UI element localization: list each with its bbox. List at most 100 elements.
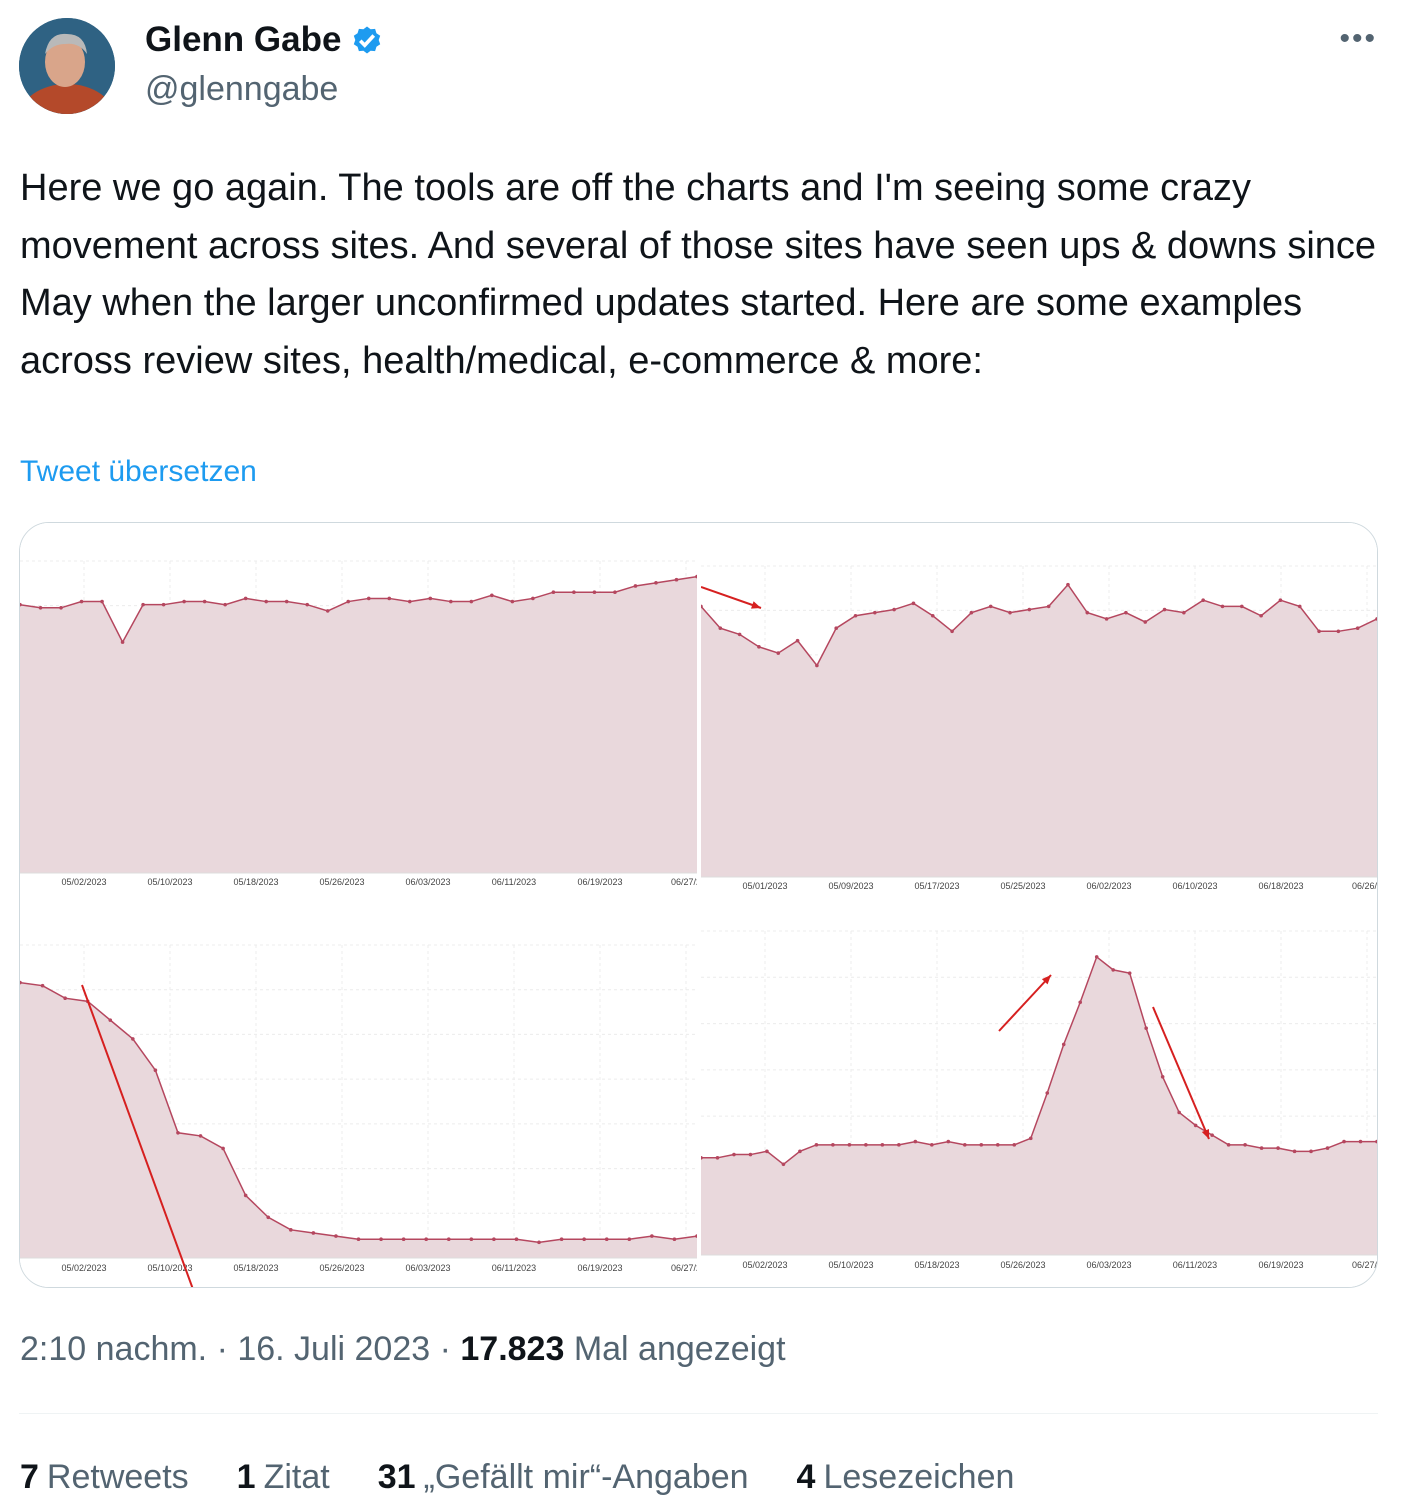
data-point — [880, 1143, 885, 1147]
data-point — [1297, 604, 1302, 609]
data-point — [715, 1156, 720, 1160]
series-area — [701, 956, 1377, 1255]
annotation-arrow — [1152, 1006, 1210, 1140]
data-point — [223, 602, 227, 607]
x-tick-label: 05/17/2023 — [914, 881, 959, 891]
data-point — [424, 1237, 429, 1242]
x-tick-label: 06/27/2 — [1352, 1260, 1377, 1270]
series-area — [20, 576, 697, 873]
author-handle[interactable]: @glenngabe — [145, 70, 339, 108]
translate-link[interactable]: Tweet übersetzen — [20, 455, 257, 488]
data-point — [853, 613, 858, 618]
data-point — [1355, 626, 1360, 630]
tweet-stats: 7 Retweets 1 Zitat 31 „Gefällt mir“-Angaben… — [20, 1458, 1014, 1497]
data-point — [795, 638, 800, 643]
arrowhead-icon — [751, 601, 761, 609]
x-tick-label: 06/03/2023 — [1086, 1260, 1131, 1270]
x-tick-label: 05/09/2023 — [828, 881, 873, 891]
data-point — [1375, 1139, 1377, 1144]
data-point — [446, 1237, 451, 1242]
data-point — [757, 645, 761, 649]
data-point — [79, 599, 84, 604]
data-point — [911, 601, 916, 606]
data-point — [387, 596, 392, 601]
data-point — [401, 1237, 406, 1242]
data-point — [176, 1131, 180, 1135]
stat-retweets[interactable]: 7 Retweets — [20, 1458, 189, 1497]
chart-image-1[interactable]: 05/02/2023 05/10/2023 05/18/2023 05/26/2023… — [20, 523, 701, 913]
data-point — [627, 1237, 632, 1242]
data-point — [510, 599, 515, 604]
tweet-time[interactable]: 2:10 nachm. — [20, 1330, 208, 1368]
x-tick-label: 05/18/2023 — [233, 1263, 278, 1273]
data-point — [1259, 613, 1263, 618]
data-point — [40, 983, 45, 988]
data-point — [59, 606, 63, 610]
stat-label: „Gefällt mir“-Angaben — [423, 1458, 749, 1496]
data-point — [198, 1134, 203, 1138]
data-point — [674, 577, 679, 582]
data-point — [325, 609, 330, 613]
annotation-arrow — [81, 984, 194, 1287]
data-point — [1094, 955, 1099, 959]
stat-bookmarks[interactable]: 4 Lesezeichen — [797, 1458, 1015, 1497]
data-point — [572, 590, 576, 594]
stat-quotes[interactable]: 1 Zitat — [237, 1458, 330, 1497]
data-point — [305, 602, 310, 607]
data-point — [490, 593, 494, 598]
data-point — [243, 596, 248, 601]
data-point — [1292, 1149, 1297, 1154]
data-point — [221, 1146, 225, 1151]
data-point — [582, 1237, 586, 1242]
data-point — [930, 613, 935, 618]
x-tick-label: 06/02/2023 — [1086, 881, 1131, 891]
chart-image-4[interactable]: 05/02/2023 05/10/2023 05/18/2023 05/26/2023… — [699, 917, 1377, 1287]
x-tick-label: 05/25/2023 — [1000, 881, 1045, 891]
series-line — [20, 575, 698, 644]
data-point — [1259, 1146, 1264, 1150]
stat-likes[interactable]: 31 „Gefällt mir“-Angaben — [378, 1458, 749, 1497]
x-tick-label: 05/18/2023 — [233, 877, 278, 887]
author-name[interactable]: Glenn Gabe — [145, 20, 385, 60]
x-tick-label: 05/10/2023 — [828, 1260, 873, 1270]
data-point — [266, 1215, 271, 1220]
data-point — [748, 1152, 753, 1157]
author-name-text: Glenn Gabe — [145, 20, 342, 59]
data-point — [988, 604, 993, 609]
data-point — [1226, 1143, 1231, 1147]
data-point — [20, 602, 22, 607]
data-point — [1243, 1143, 1247, 1147]
data-point — [1358, 1139, 1363, 1144]
tweet-media[interactable]: 05/02/2023 05/10/2023 05/18/2023 05/26/2023… — [19, 522, 1378, 1288]
x-tick-label: 06/27/2 — [671, 877, 697, 887]
view-count: 17.823 — [460, 1330, 565, 1368]
data-point — [814, 1143, 819, 1147]
avatar[interactable] — [19, 18, 115, 114]
tweet-date[interactable]: 16. Juli 2023 — [237, 1330, 431, 1368]
x-tick-label: 06/26/2 — [1352, 881, 1377, 891]
data-point — [161, 602, 166, 607]
data-point — [289, 1228, 293, 1232]
data-point — [1342, 1139, 1346, 1144]
data-point — [765, 1149, 769, 1154]
data-point — [1045, 1091, 1050, 1095]
x-tick-label: 06/03/2023 — [405, 877, 450, 887]
x-tick-label: 06/03/2023 — [405, 1263, 450, 1273]
stat-label: Lesezeichen — [823, 1458, 1015, 1496]
data-point — [892, 607, 896, 612]
tweet-meta: 2:10 nachm. · 16. Juli 2023 · 17.823 Mal… — [20, 1330, 786, 1368]
more-horizontal-icon[interactable]: ••• — [1339, 22, 1377, 55]
data-point — [379, 1237, 383, 1242]
data-point — [366, 596, 371, 601]
chart-image-2[interactable]: 05/01/2023 05/09/2023 05/17/2023 05/25/2023… — [699, 523, 1377, 913]
data-point — [449, 599, 453, 604]
views-label: Mal angezeigt — [573, 1330, 786, 1368]
data-point — [831, 1143, 835, 1147]
data-point — [1085, 610, 1090, 615]
data-point — [1008, 610, 1012, 615]
x-tick-label: 06/11/2023 — [492, 1263, 536, 1273]
data-point — [334, 1234, 338, 1238]
x-tick-label: 05/01/2023 — [742, 881, 787, 891]
chart-image-3[interactable]: 05/02/2023 05/10/2023 05/18/2023 05/26/2023… — [20, 917, 701, 1287]
data-point — [1061, 1042, 1066, 1047]
